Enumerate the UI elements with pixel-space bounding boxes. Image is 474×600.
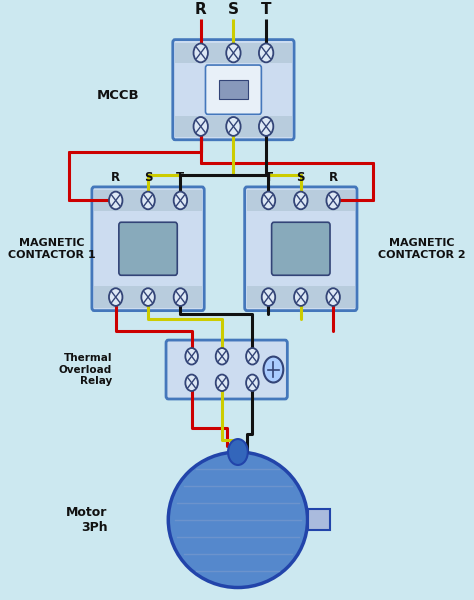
Circle shape <box>185 348 198 365</box>
Text: MAGNETIC
CONTACTOR 1: MAGNETIC CONTACTOR 1 <box>8 238 95 260</box>
Circle shape <box>141 288 155 306</box>
Circle shape <box>259 117 273 136</box>
Circle shape <box>185 374 198 391</box>
FancyBboxPatch shape <box>119 222 177 275</box>
Text: S: S <box>297 171 305 184</box>
Circle shape <box>226 117 241 136</box>
Circle shape <box>216 348 228 365</box>
Circle shape <box>173 191 187 209</box>
Text: S: S <box>144 171 152 184</box>
Circle shape <box>226 43 241 62</box>
Text: Motor
3Ph: Motor 3Ph <box>66 506 108 534</box>
Circle shape <box>246 374 259 391</box>
Bar <box>175 116 292 137</box>
Text: S: S <box>228 2 239 17</box>
Ellipse shape <box>168 452 308 587</box>
FancyBboxPatch shape <box>206 65 261 115</box>
Bar <box>175 43 292 63</box>
FancyBboxPatch shape <box>92 187 204 311</box>
Circle shape <box>109 288 122 306</box>
Text: R: R <box>111 171 120 184</box>
Circle shape <box>216 374 228 391</box>
Circle shape <box>294 191 308 209</box>
Circle shape <box>109 191 122 209</box>
FancyBboxPatch shape <box>245 187 357 311</box>
FancyBboxPatch shape <box>272 222 330 275</box>
FancyBboxPatch shape <box>166 340 287 399</box>
Text: T: T <box>264 171 273 184</box>
Circle shape <box>228 439 248 465</box>
Text: T: T <box>176 171 184 184</box>
Bar <box>308 509 330 530</box>
Circle shape <box>264 356 283 382</box>
Circle shape <box>262 288 275 306</box>
Text: Thermal
Overload
Relay: Thermal Overload Relay <box>59 353 112 386</box>
Circle shape <box>262 191 275 209</box>
Bar <box>94 190 202 211</box>
Bar <box>219 80 247 100</box>
Text: T: T <box>261 2 272 17</box>
FancyBboxPatch shape <box>173 40 294 140</box>
Circle shape <box>193 43 208 62</box>
Circle shape <box>141 191 155 209</box>
Circle shape <box>173 288 187 306</box>
Circle shape <box>327 288 340 306</box>
Circle shape <box>193 117 208 136</box>
Bar <box>94 286 202 308</box>
Bar <box>247 286 355 308</box>
Circle shape <box>294 288 308 306</box>
Circle shape <box>246 348 259 365</box>
Text: R: R <box>195 2 207 17</box>
Text: MCCB: MCCB <box>96 89 139 102</box>
Bar <box>247 190 355 211</box>
Circle shape <box>259 43 273 62</box>
Text: MAGNETIC
CONTACTOR 2: MAGNETIC CONTACTOR 2 <box>378 238 466 260</box>
Circle shape <box>327 191 340 209</box>
Text: R: R <box>328 171 338 184</box>
